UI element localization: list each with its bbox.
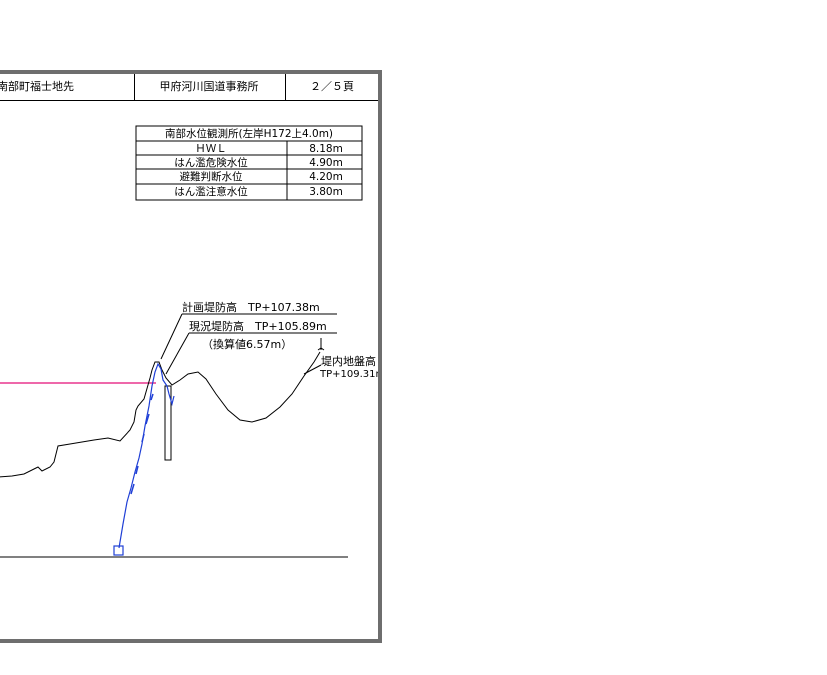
crest-annotations: 計画堤防高 TP+107.38m 現況堤防高 TP+105.89m （換算値6.… (160, 300, 378, 380)
cross-section-drawing: 南部水位観測所(左岸H172上4.0m) ＨＷＬ 8.18m はん濫危険水位 4… (0, 125, 378, 558)
office-cell: 甲府河川国道事務所 (133, 74, 286, 100)
converted-value-label: （換算値6.57m） (202, 337, 292, 351)
inland-ground-value: TP+109.31m (319, 369, 378, 380)
survey-end-marker (113, 545, 124, 556)
current-crest-label: 現況堤防高 TP+105.89m (189, 319, 327, 333)
row-value-hwl: 8.18m (309, 143, 343, 155)
row-label-evacuation: 避難判断水位 (180, 170, 243, 183)
water-level-table: 南部水位観測所(左岸H172上4.0m) ＨＷＬ 8.18m はん濫危険水位 4… (135, 125, 363, 201)
row-value-danger: 4.90m (309, 157, 343, 169)
row-value-evacuation: 4.20m (309, 171, 343, 183)
levee-wall (164, 385, 172, 461)
row-label-danger: はん濫危険水位 (174, 156, 248, 169)
ground-profile (0, 351, 321, 478)
inland-ground-label: 堤内地盤高 (321, 354, 376, 368)
row-label-caution: はん濫注意水位 (174, 185, 248, 198)
title-block: 郡南部町福士地先 甲府河川国道事務所 ２／５頁 (0, 74, 378, 101)
row-value-caution: 3.80m (309, 186, 343, 198)
row-label-hwl: ＨＷＬ (195, 143, 227, 155)
page-number: ２／５頁 (310, 80, 354, 93)
survey-profile (118, 362, 175, 549)
planned-crest-label: 計画堤防高 TP+107.38m (182, 300, 320, 314)
location-cell: 郡南部町福士地先 (0, 74, 135, 100)
table-title: 南部水位観測所(左岸H172上4.0m) (165, 127, 333, 140)
drawing-sheet: 郡南部町福士地先 甲府河川国道事務所 ２／５頁 南部水位観測所(左岸H172上4… (0, 70, 382, 643)
